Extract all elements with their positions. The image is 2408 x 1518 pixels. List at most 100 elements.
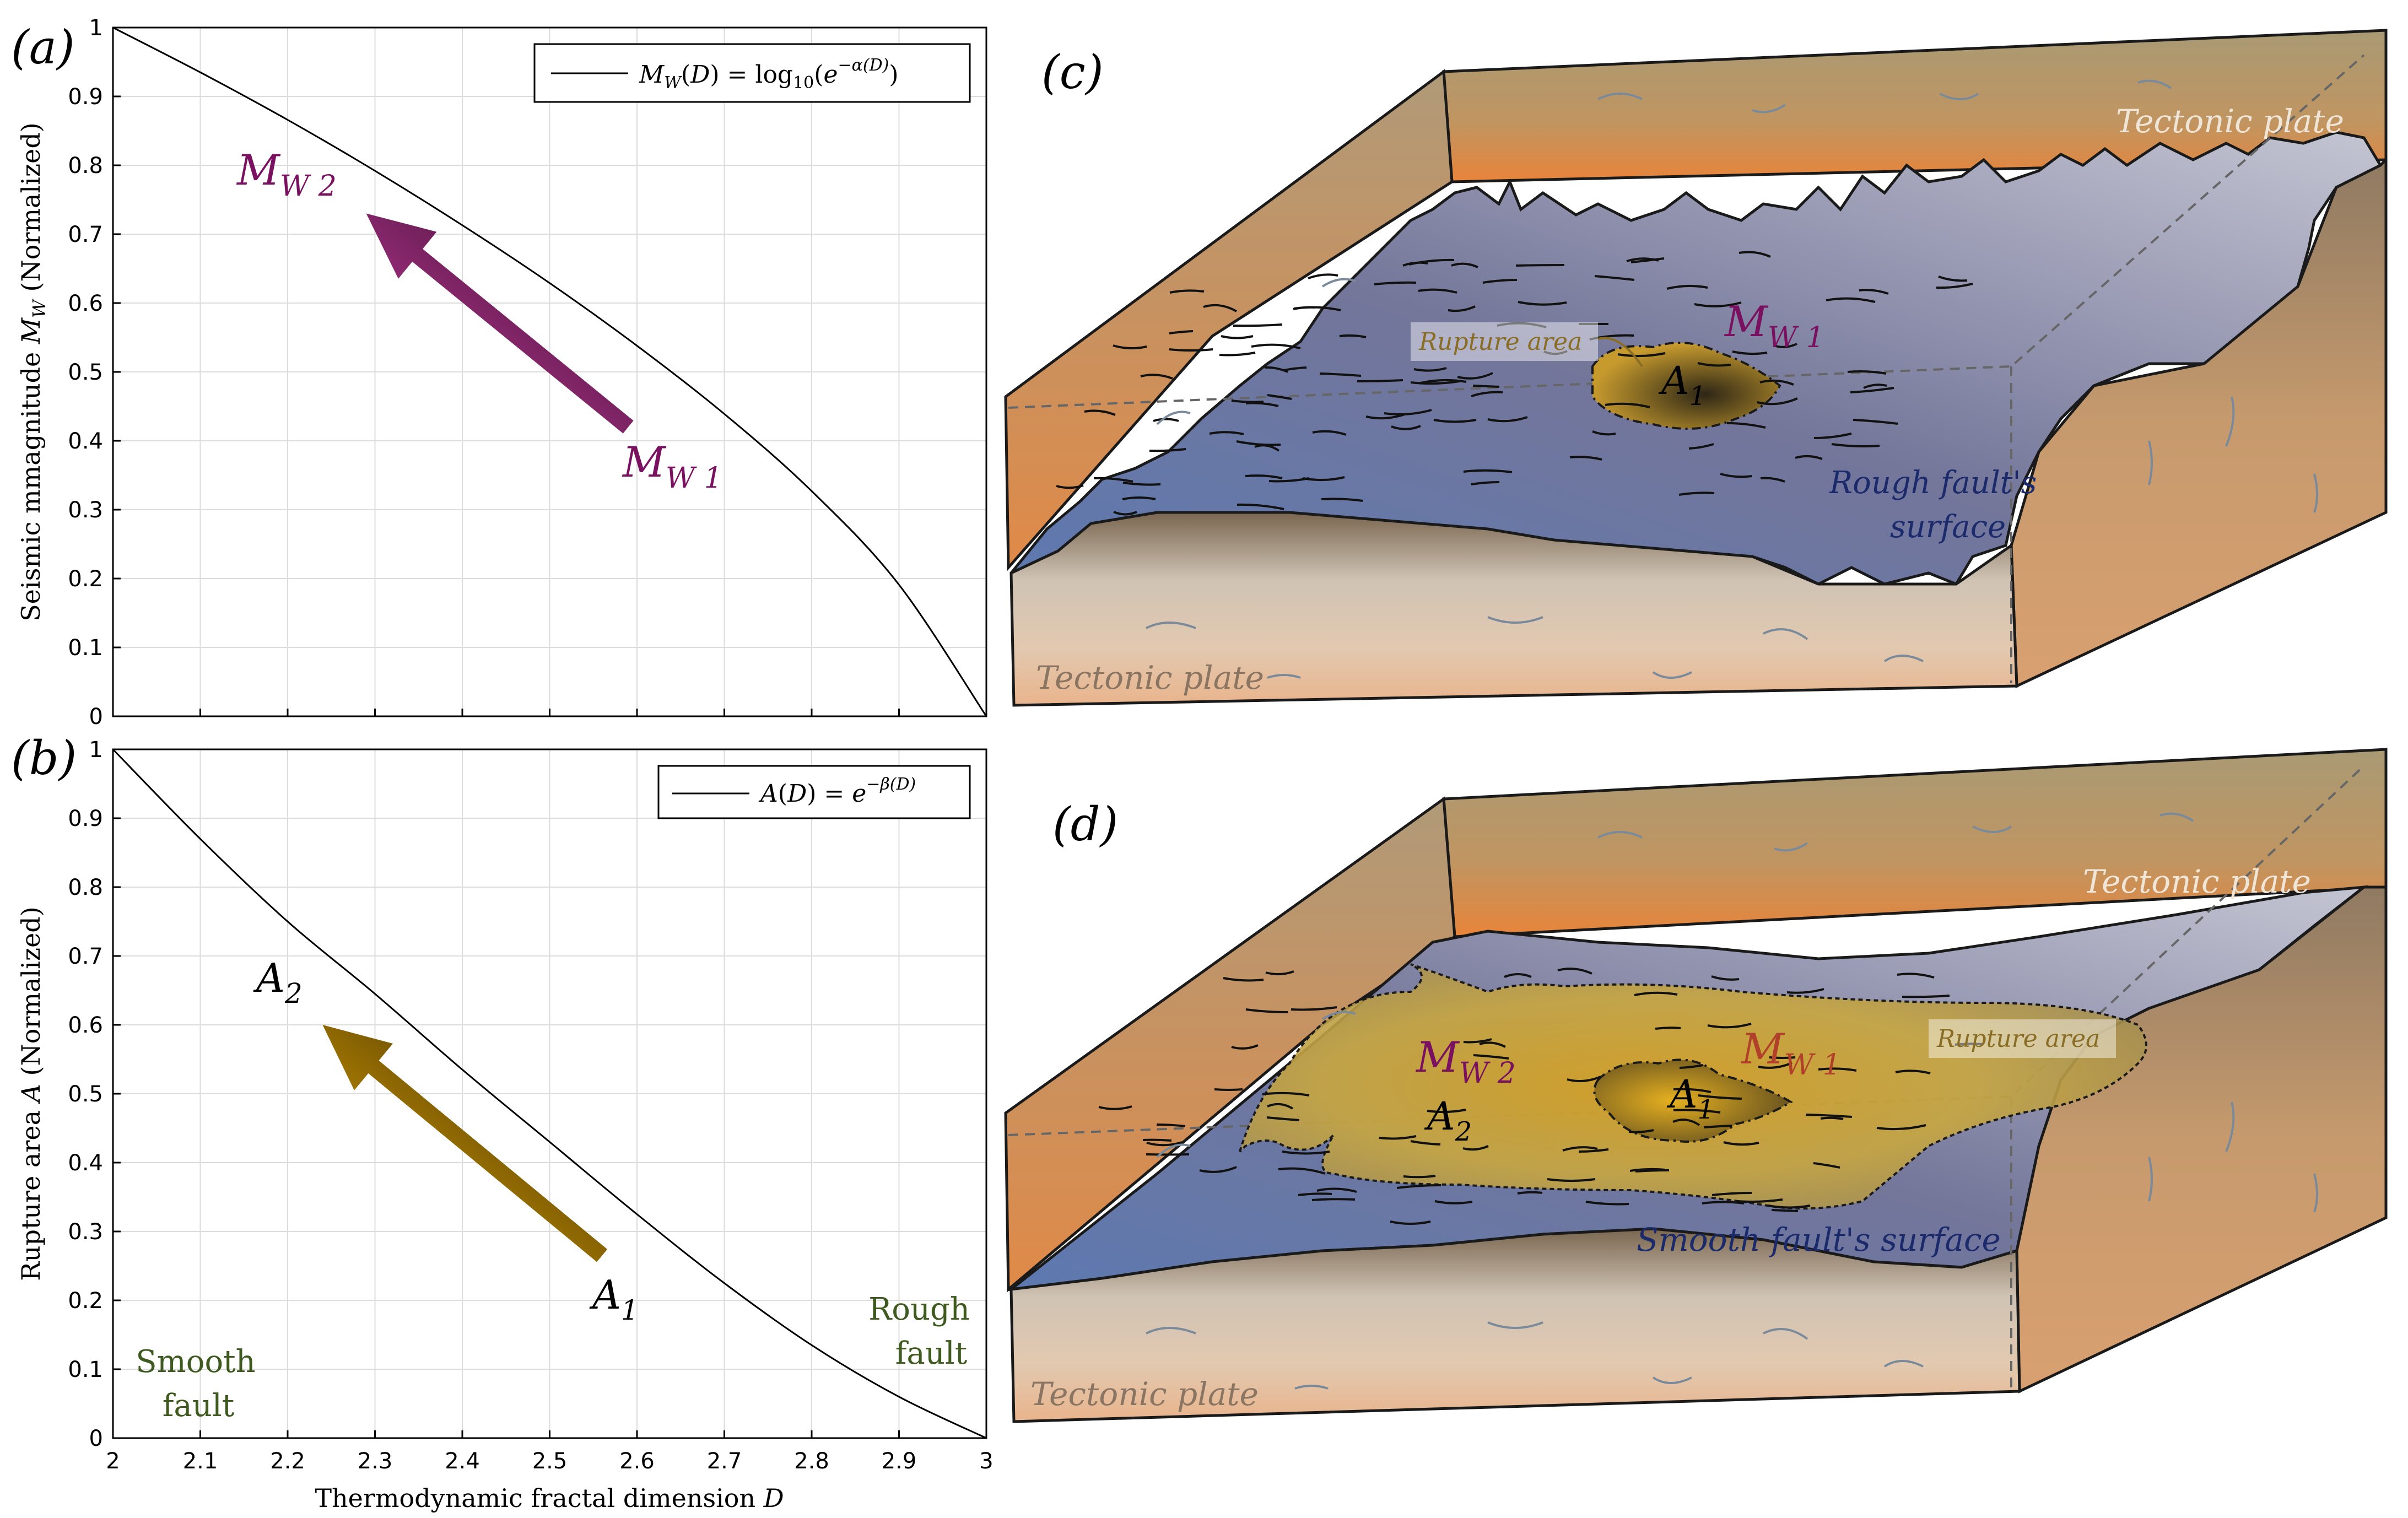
texture-stroke xyxy=(1876,1124,1926,1131)
texture-stroke xyxy=(1463,1038,1492,1044)
texture-stroke xyxy=(1517,1191,1543,1195)
texture-stroke xyxy=(1629,1168,1666,1172)
chart-a-series-line xyxy=(112,26,987,717)
svg-text:A(D) = e−β(D): A(D) = e−β(D) xyxy=(758,775,916,808)
illustration-d-plate-top-label: Tectonic plate xyxy=(2083,863,2311,900)
texture-stroke xyxy=(1672,1119,1700,1126)
texture-stroke xyxy=(1221,335,1254,339)
chart-b-ytick-labels: 0 0.1 0.2 0.3 0.4 0.5 0.6 0.7 0.8 0.9 1 xyxy=(68,737,103,1451)
texture-stroke xyxy=(1758,1062,1792,1069)
texture-stroke xyxy=(1266,1116,1300,1121)
texture-stroke xyxy=(1093,477,1133,483)
texture-stroke xyxy=(1592,430,1616,436)
texture-stroke xyxy=(1410,1140,1441,1146)
texture-stroke xyxy=(1578,1148,1609,1153)
texture-stroke xyxy=(1497,322,1547,328)
chart-a-frame xyxy=(112,26,987,717)
texture-stroke xyxy=(1427,1109,1466,1114)
texture-stroke xyxy=(1254,444,1280,452)
illustration-c-plate-top-label: Tectonic plate xyxy=(2116,102,2344,140)
illustration-d-rupture-label: Rupture area xyxy=(1929,1019,2116,1058)
texture-stroke xyxy=(1457,372,1493,380)
chart-b-legend: A(D) = e−β(D) xyxy=(657,765,971,819)
texture-stroke xyxy=(1738,251,1771,258)
texture-stroke xyxy=(1759,379,1794,386)
y-tick-label: 1 xyxy=(89,15,103,41)
illustration-d-panel-label: (d) xyxy=(1052,797,1118,851)
y-tick-label: 0.8 xyxy=(68,153,103,179)
texture-stroke xyxy=(1209,431,1244,435)
texture-stroke xyxy=(1736,1198,1783,1203)
texture-stroke xyxy=(1688,443,1714,450)
texture-stroke xyxy=(1702,1201,1745,1204)
y-tick-label: 1 xyxy=(89,737,103,763)
texture-stroke xyxy=(1245,1008,1288,1013)
texture-stroke xyxy=(1617,352,1666,358)
texture-stroke xyxy=(1707,1023,1752,1029)
texture-stroke xyxy=(1711,975,1740,981)
texture-stroke xyxy=(1156,1123,1186,1127)
texture-stroke xyxy=(1936,283,1973,289)
texture-stroke xyxy=(1140,374,1173,380)
texture-stroke xyxy=(1504,973,1532,978)
x-tick-label: 2.1 xyxy=(183,1449,218,1474)
texture-stroke xyxy=(1635,1169,1670,1173)
texture-stroke xyxy=(1463,469,1513,473)
y-tick-label: 0.9 xyxy=(68,806,103,831)
texture-stroke xyxy=(1895,1069,1931,1074)
texture-stroke xyxy=(1308,273,1338,279)
y-tick-label: 0 xyxy=(89,704,103,730)
texture-stroke xyxy=(1142,1138,1172,1142)
texture-stroke xyxy=(1818,1067,1857,1072)
texture-stroke xyxy=(1726,422,1766,429)
illustration-d-plate-bottom-label: Tectonic plate xyxy=(1030,1375,1259,1413)
texture-stroke xyxy=(1760,477,1785,483)
texture-stroke xyxy=(1471,481,1500,485)
texture-stroke xyxy=(1569,456,1602,461)
chart-b-xtick-labels: 2 2.1 2.2 2.3 2.4 2.5 2.6 2.7 2.8 2.9 3 xyxy=(106,1449,993,1474)
y-tick-label: 0.1 xyxy=(68,1357,103,1382)
illustration-d-surface-label: Smooth fault's surface xyxy=(1637,1221,2001,1258)
y-tick-label: 0.6 xyxy=(68,291,103,316)
texture-stroke xyxy=(1628,1129,1654,1133)
texture-stroke xyxy=(1231,1044,1259,1050)
y-tick-label: 0.8 xyxy=(68,875,103,900)
texture-stroke xyxy=(1585,1201,1629,1206)
texture-stroke xyxy=(1720,473,1752,478)
y-tick-label: 0.4 xyxy=(68,429,103,454)
texture-stroke xyxy=(1479,1041,1506,1048)
texture-stroke xyxy=(1396,1184,1441,1189)
x-tick-label: 2.3 xyxy=(358,1449,393,1474)
texture-stroke xyxy=(1265,970,1294,975)
texture-stroke xyxy=(1451,262,1478,268)
texture-stroke xyxy=(1365,413,1405,420)
chart-b-panel-label: (b) xyxy=(11,731,77,785)
rupture-area-d-small xyxy=(1593,1058,1793,1143)
texture-stroke xyxy=(1298,1192,1332,1196)
texture-stroke xyxy=(1694,301,1742,307)
texture-stroke xyxy=(1282,1150,1330,1155)
plate-c-front xyxy=(1009,511,2018,707)
chart-b-x-axis-title: Thermodynamic fractal dimension D xyxy=(315,1483,784,1513)
texture-stroke xyxy=(1813,433,1852,439)
texture-stroke xyxy=(1153,418,1179,422)
texture-stroke xyxy=(1283,366,1307,371)
x-tick-label: 2 xyxy=(106,1449,120,1474)
texture-stroke xyxy=(1679,1064,1704,1069)
texture-stroke xyxy=(1219,352,1256,356)
texture-stroke xyxy=(1403,1175,1436,1179)
texture-stroke xyxy=(1251,343,1301,349)
texture-stroke xyxy=(1813,1162,1840,1169)
chart-a-ytick-labels: 0 0.1 0.2 0.3 0.4 0.5 0.6 0.7 0.8 0.9 1 xyxy=(68,15,103,730)
texture-stroke xyxy=(1434,1200,1473,1204)
texture-stroke xyxy=(1518,301,1567,306)
texture-stroke xyxy=(1146,1153,1190,1156)
texture-stroke xyxy=(1267,394,1292,400)
chart-a-y-axis-title: Seismic mmagnitude MW (Normalized) xyxy=(16,122,50,621)
svg-text:Rupture area: Rupture area xyxy=(1936,1025,2100,1053)
x-tick-label: 2.2 xyxy=(270,1449,305,1474)
texture-stroke xyxy=(1473,1054,1509,1060)
texture-stroke xyxy=(1557,968,1592,975)
chart-a-arrow xyxy=(366,213,634,434)
